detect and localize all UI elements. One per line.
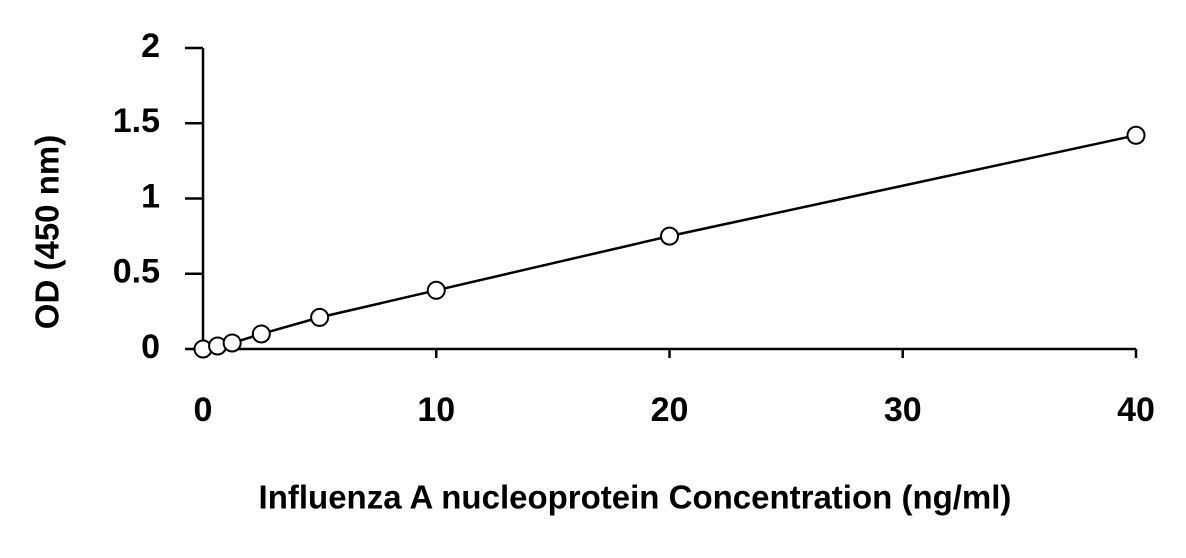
y-tick-label: 2 — [141, 27, 160, 65]
x-tick-label: 40 — [1117, 391, 1155, 429]
y-axis-title: OD (450 nm) — [29, 135, 66, 329]
data-point — [222, 333, 242, 353]
y-tick-label: 0.5 — [113, 253, 160, 291]
y-tick-label: 0 — [141, 328, 160, 366]
data-point — [1126, 125, 1146, 145]
x-tick-label: 10 — [417, 391, 455, 429]
x-tick-label: 30 — [884, 391, 922, 429]
data-point — [310, 307, 330, 327]
data-point — [426, 280, 446, 300]
x-tick-label: 20 — [651, 391, 689, 429]
data-point — [251, 324, 271, 344]
x-axis-title: Influenza A nucleoprotein Concentration … — [259, 479, 1012, 516]
y-tick-label: 1 — [141, 177, 160, 215]
x-tick-label: 0 — [194, 391, 213, 429]
y-tick-label: 1.5 — [113, 102, 160, 140]
data-point — [660, 226, 679, 246]
